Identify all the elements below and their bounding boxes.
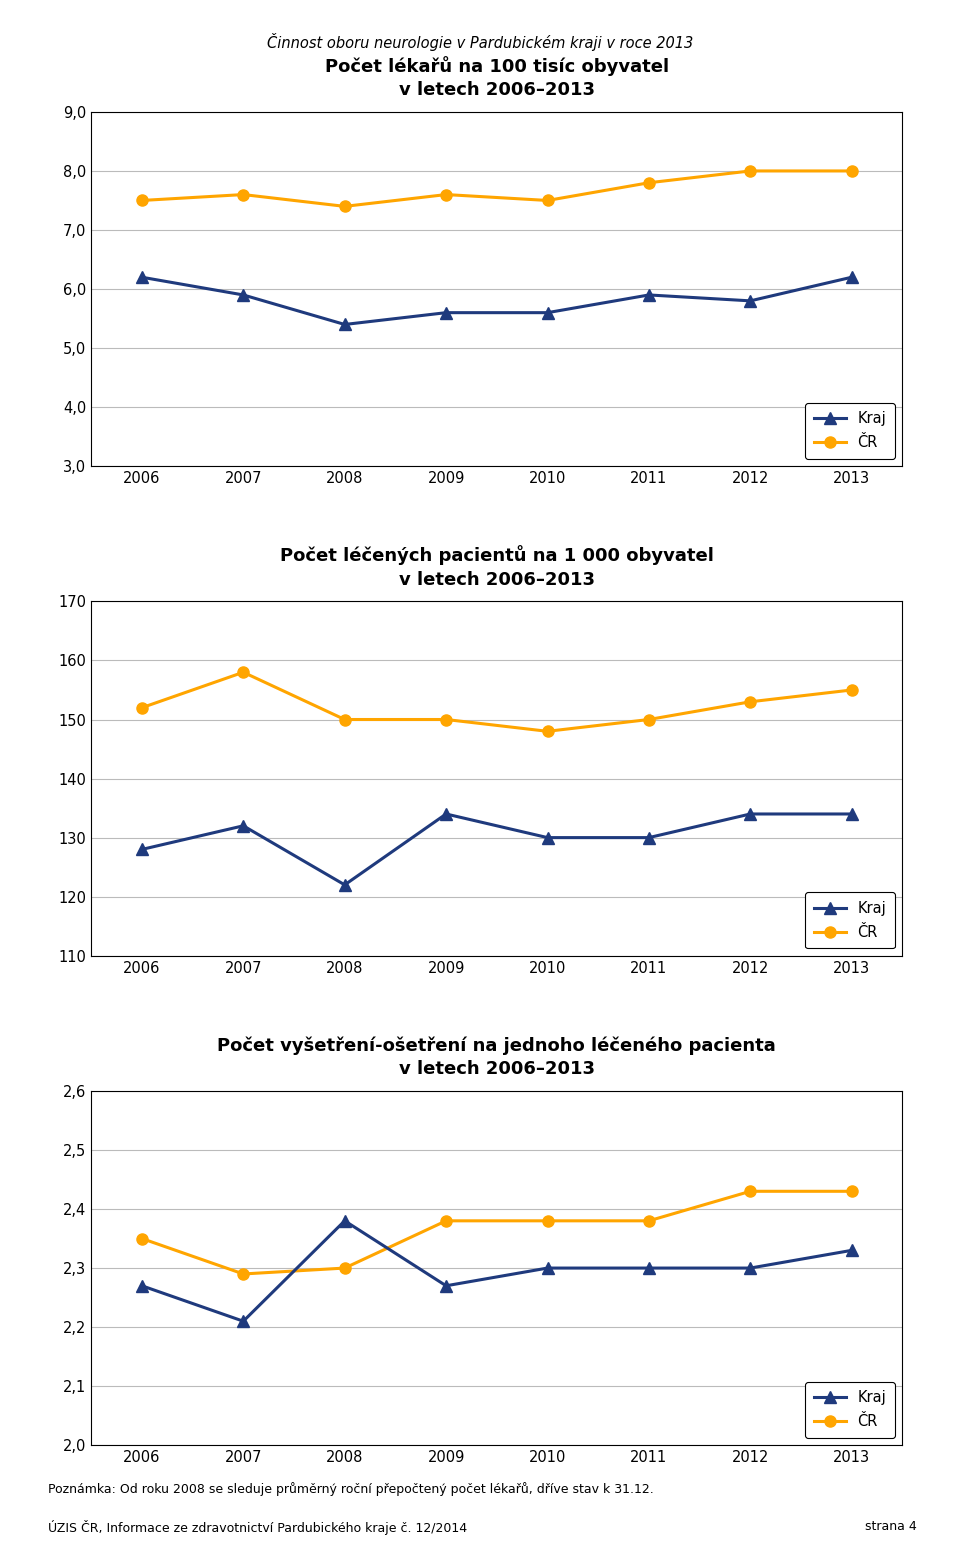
Title: Počet vyšetření-ošetření na jednoho léčeného pacienta
v letech 2006–2013: Počet vyšetření-ošetření na jednoho léče… (217, 1037, 777, 1078)
Legend: Kraj, ČR: Kraj, ČR (805, 1382, 895, 1437)
Text: Poznámka: Od roku 2008 se sleduje průměrný roční přepočtený počet lékařů, dříve : Poznámka: Od roku 2008 se sleduje průměr… (48, 1483, 654, 1497)
Text: Činnost oboru neurologie v Pardubickém kraji v roce 2013: Činnost oboru neurologie v Pardubickém k… (267, 33, 693, 51)
Legend: Kraj, ČR: Kraj, ČR (805, 402, 895, 458)
Title: Počet lékařů na 100 tisíc obyvatel
v letech 2006–2013: Počet lékařů na 100 tisíc obyvatel v let… (324, 56, 669, 99)
Title: Počet léčených pacientů na 1 000 obyvatel
v letech 2006–2013: Počet léčených pacientů na 1 000 obyvate… (280, 545, 713, 589)
Text: ÚZIS ČR, Informace ze zdravotnictví Pardubického kraje č. 12/2014: ÚZIS ČR, Informace ze zdravotnictví Pard… (48, 1520, 468, 1535)
Text: strana 4: strana 4 (865, 1520, 917, 1532)
Legend: Kraj, ČR: Kraj, ČR (805, 892, 895, 948)
